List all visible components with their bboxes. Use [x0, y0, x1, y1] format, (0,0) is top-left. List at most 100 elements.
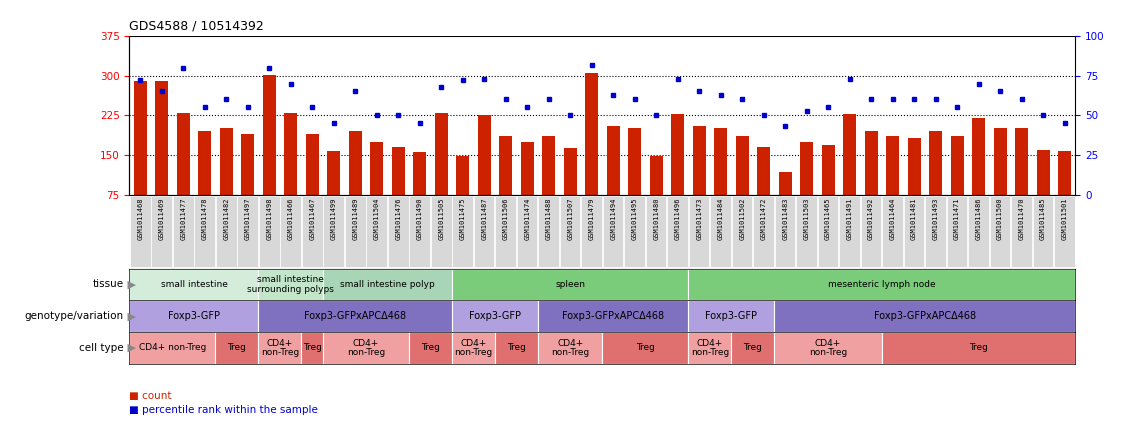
Bar	[1054, 196, 1075, 267]
Bar	[345, 196, 366, 267]
Bar	[671, 114, 685, 195]
Bar	[435, 113, 448, 195]
Bar	[328, 151, 340, 195]
Text: ▶: ▶	[124, 280, 136, 289]
Bar	[560, 196, 581, 267]
Text: GSM1011488: GSM1011488	[546, 198, 552, 240]
Bar	[129, 269, 259, 300]
Text: Foxp3-GFP: Foxp3-GFP	[168, 311, 220, 321]
Bar	[477, 115, 491, 195]
Bar	[370, 142, 383, 195]
Text: GSM1011506: GSM1011506	[502, 198, 509, 240]
Text: GSM1011477: GSM1011477	[180, 198, 186, 240]
Bar	[284, 113, 297, 195]
Text: GSM1011492: GSM1011492	[868, 198, 874, 240]
Bar	[259, 332, 302, 364]
Bar	[1033, 196, 1054, 267]
Text: Treg: Treg	[227, 343, 247, 352]
Bar	[926, 196, 946, 267]
Bar	[259, 196, 279, 267]
Bar	[452, 269, 688, 300]
Text: Treg: Treg	[507, 343, 526, 352]
Bar	[499, 136, 512, 195]
Bar	[517, 196, 537, 267]
Text: GSM1011472: GSM1011472	[761, 198, 767, 240]
Text: small intestine polyp: small intestine polyp	[340, 280, 435, 289]
Text: Treg: Treg	[303, 343, 322, 352]
Bar	[711, 196, 731, 267]
Bar	[495, 196, 516, 267]
Text: GSM1011494: GSM1011494	[610, 198, 616, 240]
Bar	[908, 138, 921, 195]
Bar	[262, 74, 276, 195]
Text: GSM1011500: GSM1011500	[998, 198, 1003, 240]
Text: cell type: cell type	[79, 343, 124, 353]
Text: CD4+
non-Treg: CD4+ non-Treg	[551, 338, 589, 357]
Text: GSM1011503: GSM1011503	[804, 198, 810, 240]
Bar	[714, 129, 727, 195]
Text: GSM1011487: GSM1011487	[481, 198, 488, 240]
Text: spleen: spleen	[555, 280, 586, 289]
Text: GSM1011468: GSM1011468	[137, 198, 143, 240]
Bar	[302, 196, 322, 267]
Bar	[882, 332, 1075, 364]
Bar	[586, 73, 598, 195]
Text: GSM1011485: GSM1011485	[1040, 198, 1046, 240]
Text: GSM1011484: GSM1011484	[717, 198, 724, 240]
Text: GSM1011496: GSM1011496	[674, 198, 680, 240]
Text: ▶: ▶	[124, 343, 136, 353]
Text: GSM1011501: GSM1011501	[1062, 198, 1067, 240]
Text: Foxp3-GFP: Foxp3-GFP	[468, 311, 521, 321]
Text: tissue: tissue	[92, 280, 124, 289]
Text: mesenteric lymph node: mesenteric lymph node	[828, 280, 936, 289]
Bar	[323, 332, 409, 364]
Bar	[732, 332, 775, 364]
Text: GSM1011497: GSM1011497	[244, 198, 251, 240]
Text: GSM1011473: GSM1011473	[696, 198, 703, 240]
Text: GSM1011475: GSM1011475	[459, 198, 466, 240]
Text: ▶: ▶	[124, 311, 136, 321]
Text: GSM1011481: GSM1011481	[911, 198, 917, 240]
Text: CD4+
non-Treg: CD4+ non-Treg	[808, 338, 847, 357]
Bar	[668, 196, 688, 267]
Bar	[628, 129, 641, 195]
Bar	[323, 269, 452, 300]
Text: Foxp3-GFPxAPCΔ468: Foxp3-GFPxAPCΔ468	[874, 311, 976, 321]
Bar	[349, 131, 361, 195]
Text: GSM1011476: GSM1011476	[395, 198, 401, 240]
Bar	[929, 131, 942, 195]
Bar	[688, 269, 1075, 300]
Text: small intestine: small intestine	[161, 280, 227, 289]
Text: GSM1011489: GSM1011489	[352, 198, 358, 240]
Text: Foxp3-GFP: Foxp3-GFP	[705, 311, 758, 321]
Text: GSM1011490: GSM1011490	[417, 198, 422, 240]
Text: GSM1011505: GSM1011505	[438, 198, 444, 240]
Bar	[195, 196, 215, 267]
Bar	[538, 300, 688, 332]
Text: Foxp3-GFPxAPCΔ468: Foxp3-GFPxAPCΔ468	[304, 311, 406, 321]
Bar	[602, 196, 624, 267]
Bar	[323, 196, 345, 267]
Bar	[775, 300, 1075, 332]
Bar	[129, 300, 259, 332]
Bar	[883, 196, 903, 267]
Bar	[779, 172, 792, 195]
Bar	[990, 196, 1010, 267]
Bar	[796, 196, 817, 267]
Text: GDS4588 / 10514392: GDS4588 / 10514392	[129, 20, 265, 33]
Bar	[259, 269, 323, 300]
Bar	[564, 148, 577, 195]
Bar	[1058, 151, 1071, 195]
Text: GSM1011479: GSM1011479	[589, 198, 595, 240]
Text: Treg: Treg	[636, 343, 655, 352]
Text: GSM1011469: GSM1011469	[159, 198, 164, 240]
Bar	[886, 136, 899, 195]
Bar	[129, 332, 215, 364]
Bar	[602, 332, 688, 364]
Bar	[688, 332, 732, 364]
Bar	[306, 134, 319, 195]
Bar	[238, 196, 258, 267]
Bar	[757, 147, 770, 195]
Text: Treg: Treg	[421, 343, 440, 352]
Bar	[950, 136, 964, 195]
